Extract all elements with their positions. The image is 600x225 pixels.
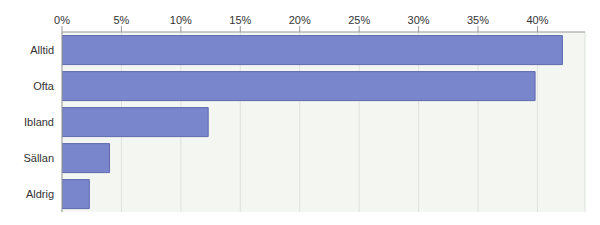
svg-text:10%: 10% <box>170 14 192 26</box>
svg-text:35%: 35% <box>467 14 489 26</box>
svg-text:20%: 20% <box>289 14 311 26</box>
svg-text:30%: 30% <box>408 14 430 26</box>
svg-text:0%: 0% <box>54 14 70 26</box>
svg-text:Alltid: Alltid <box>30 44 54 56</box>
svg-text:5%: 5% <box>113 14 129 26</box>
svg-text:15%: 15% <box>229 14 251 26</box>
svg-text:40%: 40% <box>526 14 548 26</box>
svg-text:Aldrig: Aldrig <box>26 188 54 200</box>
svg-text:Ofta: Ofta <box>33 80 55 92</box>
svg-text:25%: 25% <box>348 14 370 26</box>
svg-text:Ibland: Ibland <box>24 116 54 128</box>
svg-text:Sällan: Sällan <box>23 152 54 164</box>
